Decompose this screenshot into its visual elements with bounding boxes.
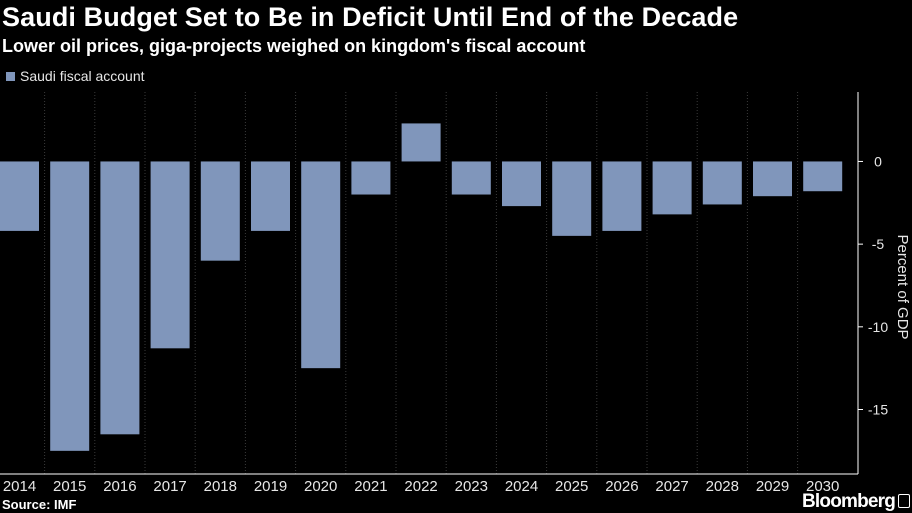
legend-swatch [6,71,15,81]
legend-label: Saudi fiscal account [20,68,145,84]
bar-2014 [0,161,39,231]
x-tick-label: 2027 [655,478,688,495]
bar-2028 [702,161,742,205]
bloomberg-mark-icon [898,494,910,508]
x-tick-label: 2014 [3,478,36,495]
bar-2015 [50,161,90,451]
x-tick-label: 2024 [505,478,538,495]
x-tick-label: 2020 [304,478,337,495]
y-tick-label: -10 [868,319,888,335]
x-tick-label: 2017 [153,478,186,495]
bar-2023 [451,161,491,195]
x-tick-label: 2018 [204,478,237,495]
x-tick-label: 2025 [555,478,588,495]
bar-2020 [301,161,341,369]
y-tick-label: -15 [868,402,888,418]
x-tick-label: 2015 [53,478,86,495]
y-tick-label: 0 [874,153,882,169]
bar-2016 [100,161,140,435]
x-tick-label: 2028 [706,478,739,495]
legend: Saudi fiscal account [6,68,145,84]
bar-2019 [251,161,290,231]
chart-subtitle: Lower oil prices, giga-projects weighed … [2,36,586,56]
x-tick-label: 2016 [103,478,136,495]
y-tick-label: -5 [872,236,885,252]
chart-title: Saudi Budget Set to Be in Deficit Until … [2,2,739,32]
y-axis-title: Percent of GDP [894,234,911,339]
x-tick-label: 2029 [756,478,789,495]
bar-2029 [753,161,792,197]
x-tick-label: 2022 [404,478,437,495]
x-tick-label: 2021 [354,478,387,495]
bar-2027 [652,161,692,215]
bar-2030 [803,161,843,192]
bar-2017 [150,161,190,349]
x-tick-label: 2030 [806,478,839,495]
bar-2025 [552,161,592,236]
x-tick-label: 2023 [455,478,488,495]
bar-2024 [502,161,541,207]
bar-2018 [200,161,240,261]
source-note: Source: IMF [2,497,77,512]
bar-2021 [351,161,391,195]
bloomberg-logo: Bloomberg [802,491,896,512]
x-tick-label: 2026 [605,478,638,495]
bar-2026 [602,161,642,231]
bar-2022 [401,123,441,162]
x-tick-label: 2019 [254,478,287,495]
